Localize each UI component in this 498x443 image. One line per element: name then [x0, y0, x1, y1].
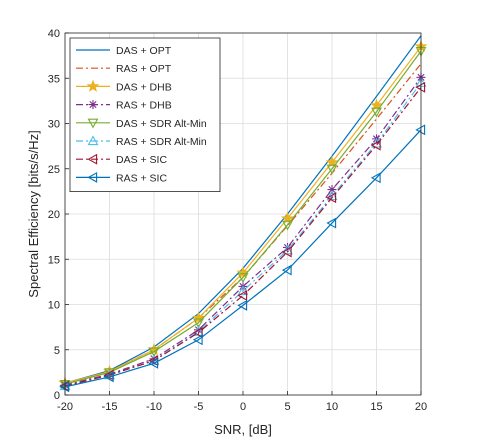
- data-point-ras-sic: [59, 381, 70, 393]
- data-point-das-sic: [237, 290, 248, 301]
- series-ras-sic: [59, 124, 426, 393]
- series-das-sdr-alt-min: [59, 46, 427, 390]
- legend-label: RAS + SIC: [116, 172, 167, 184]
- x-tick-label: -20: [57, 401, 73, 413]
- x-tick-label: 0: [240, 401, 246, 413]
- legend-item-das-dhb: DAS + DHB: [76, 79, 172, 93]
- y-tick-label: 20: [48, 209, 60, 221]
- y-tick-label: 0: [54, 390, 60, 402]
- x-tick-label: -10: [146, 401, 162, 413]
- data-point-das-sic: [192, 327, 203, 338]
- x-tick-label: 10: [326, 401, 338, 413]
- legend-marker: [87, 153, 98, 165]
- data-point-das-sic: [370, 139, 381, 151]
- legend-item-ras-dhb: RAS + DHB: [76, 100, 172, 112]
- data-point-das-dhb: [236, 266, 250, 279]
- data-point-das-sdr-alt-min: [371, 107, 382, 118]
- y-tick-label: 40: [48, 28, 60, 40]
- series-line-das-sic: [64, 86, 422, 387]
- legend-marker: [87, 171, 98, 183]
- data-point-ras-sic: [192, 334, 203, 346]
- x-tick-label: 15: [370, 401, 382, 413]
- y-tick-label: 25: [48, 164, 60, 176]
- x-tick-label: -15: [102, 401, 118, 413]
- data-point-ras-sic: [415, 124, 426, 136]
- legend-label: RAS + DHB: [116, 100, 172, 112]
- data-point-ras-sdr-alt-min: [282, 244, 293, 255]
- y-tick-label: 30: [48, 119, 60, 131]
- data-point-ras-dhb: [149, 354, 159, 364]
- legend-marker: [87, 135, 99, 146]
- legend-label: DAS + DHB: [116, 81, 172, 93]
- legend-item-ras-sic: RAS + SIC: [76, 171, 167, 184]
- y-tick-label: 10: [48, 300, 60, 312]
- data-point-das-sdr-alt-min: [148, 347, 160, 358]
- legend-item-ras-sdr-alt-min: RAS + SDR Alt-Min: [76, 135, 207, 148]
- data-point-ras-sdr-alt-min: [237, 285, 249, 296]
- legend-box: [69, 37, 221, 193]
- legend-marker: [88, 100, 98, 110]
- legend-label: DAS + SDR Alt-Min: [116, 118, 207, 130]
- y-tick-label: 15: [48, 254, 60, 266]
- legend: DAS + OPT RAS + OPT DAS + DHB RAS + DHB DAS …: [69, 37, 221, 193]
- data-point-ras-sic: [237, 299, 248, 311]
- series-line-ras-sic: [64, 129, 422, 388]
- data-point-ras-sic: [103, 371, 114, 383]
- x-tick-label: 5: [284, 401, 290, 413]
- legend-item-das-opt: DAS + OPT: [76, 45, 172, 57]
- legend-label: DAS + OPT: [116, 45, 172, 57]
- legend-marker: [86, 79, 100, 92]
- legend-item-das-sdr-alt-min: DAS + SDR Alt-Min: [76, 118, 207, 130]
- series-line-ras-dhb: [64, 76, 422, 386]
- legend-item-das-sic: DAS + SIC: [76, 153, 167, 166]
- data-point-das-sdr-alt-min: [193, 318, 204, 329]
- data-point-das-sdr-alt-min: [282, 220, 293, 231]
- y-tick-label: 35: [48, 73, 60, 85]
- data-point-ras-sic: [148, 357, 159, 369]
- data-point-ras-sdr-alt-min: [326, 190, 338, 201]
- series-line-das-sdr-alt-min: [64, 50, 422, 385]
- data-point-das-dhb: [192, 311, 205, 324]
- data-point-das-sdr-alt-min: [237, 273, 249, 283]
- x-tick-label: -5: [194, 401, 204, 413]
- data-point-ras-sic: [370, 172, 381, 184]
- legend-item-ras-opt: RAS + OPT: [76, 63, 172, 75]
- data-point-das-sic: [326, 192, 337, 204]
- data-point-ras-sic: [281, 264, 292, 276]
- y-tick-label: 5: [54, 345, 60, 357]
- data-point-das-sdr-alt-min: [326, 164, 338, 175]
- data-point-ras-dhb: [327, 185, 337, 195]
- y-axis-title: Spectral Efficiency [bits/s/Hz]: [26, 130, 41, 297]
- axis-ticks: -20 -15 -10 -5 0 5 10 15 20 0 5 10 15 20 25 30 35 40: [48, 28, 427, 413]
- x-tick-label: 20: [415, 401, 427, 413]
- legend-label: RAS + OPT: [116, 63, 172, 75]
- data-point-ras-dhb: [283, 242, 292, 252]
- data-point-ras-sic: [326, 217, 337, 229]
- data-point-das-sic: [281, 246, 292, 258]
- legend-label: RAS + SDR Alt-Min: [116, 136, 207, 148]
- legend-marker: [87, 118, 99, 129]
- x-axis-title: SNR, [dB]: [214, 422, 272, 437]
- data-point-das-sic: [415, 81, 426, 93]
- legend-label: DAS + SIC: [116, 154, 167, 166]
